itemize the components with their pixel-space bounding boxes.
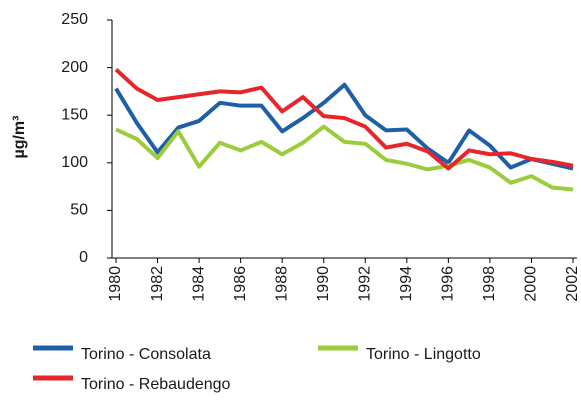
x-tick-label: 2002: [564, 266, 581, 302]
y-tick-label: 200: [61, 59, 88, 76]
y-tick-label: 150: [61, 106, 88, 123]
legend-label: Torino - Consolata: [81, 346, 211, 363]
x-tick-label: 1986: [232, 266, 249, 302]
x-tick-label: 1984: [190, 266, 207, 302]
y-tick-label: 50: [70, 202, 88, 219]
x-tick-label: 1998: [481, 266, 498, 302]
legend-label: Torino - Rebaudengo: [81, 376, 231, 393]
series-line: [114, 68, 574, 171]
x-tick-label: 1996: [440, 266, 457, 302]
x-tick-label: 1994: [398, 266, 415, 302]
y-axis-label: µg/m³: [11, 116, 28, 159]
legend-label: Torino - Lingotto: [366, 346, 481, 363]
x-tick-label: 1980: [107, 266, 124, 302]
x-tick-label: 1982: [149, 266, 166, 302]
series-line: [115, 124, 574, 192]
x-tick-label: 1988: [273, 266, 290, 302]
x-tick-label: 1990: [315, 266, 332, 302]
x-tick-label: 1992: [356, 266, 373, 302]
y-tick-label: 250: [61, 11, 88, 28]
x-tick-label: 2000: [523, 266, 540, 302]
y-tick-label: 100: [61, 154, 88, 171]
y-tick-label: 0: [79, 249, 88, 266]
